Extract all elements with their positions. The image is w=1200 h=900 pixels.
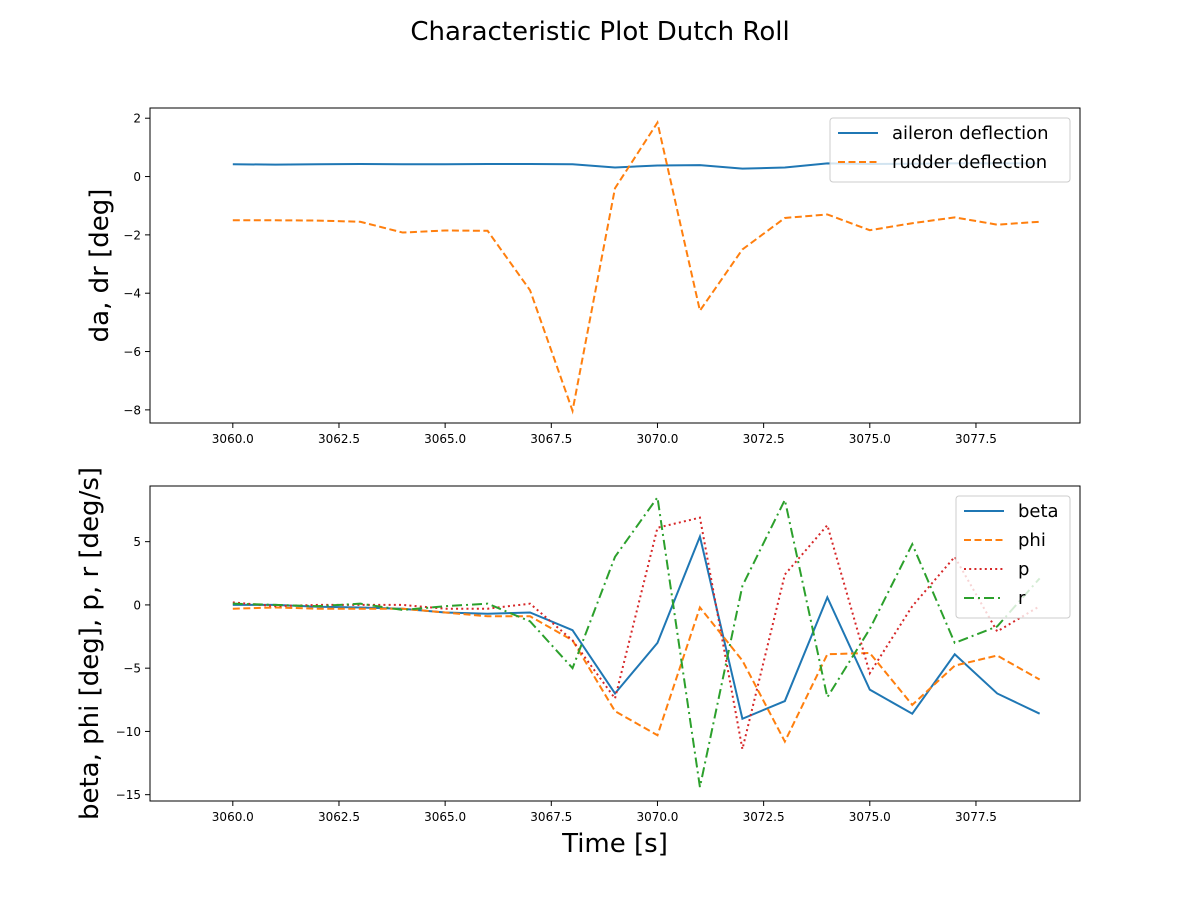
top-legend-label: aileron deflection [892, 123, 1049, 144]
bottom-y-tick-label: 0 [133, 598, 141, 612]
top-y-tick-label: 0 [133, 170, 141, 184]
bottom-y-tick-label: −10 [116, 725, 141, 739]
bottom-axes-frame [149, 485, 1081, 802]
bottom-series-group [232, 494, 1041, 788]
top-x-tick-label: 3060.0 [212, 432, 254, 446]
bottom-legend: beta phi pr [955, 495, 1071, 619]
top-y-tick-label: −2 [123, 228, 141, 242]
top-legend: aileron deflection rudder deflection [829, 117, 1071, 183]
bottom-x-tick-label: 3077.5 [955, 810, 997, 824]
top-y-tick-label: −8 [123, 403, 141, 417]
bottom-x-tick-label: 3060.0 [212, 810, 254, 824]
bottom-y-tick-label: −15 [116, 788, 141, 802]
top-legend-label: rudder deflection [892, 152, 1047, 173]
top-y-tick-label: −6 [123, 345, 141, 359]
top-axes-frame [149, 107, 1081, 424]
bottom-x-axis-label: Time [s] [561, 829, 668, 859]
bottom-legend-label: p [1018, 559, 1029, 580]
bottom-x-tick-label: 3062.5 [318, 810, 360, 824]
bottom-x-tick-label: 3067.5 [530, 810, 572, 824]
top-x-tick-label: 3070.0 [636, 432, 678, 446]
bottom-chart-panel: 3060.0 3062.5 3065.0 3067.5 3070.0 3072.5 3075… [75, 467, 1081, 859]
figure-title: Characteristic Plot Dutch Roll [410, 17, 789, 47]
bottom-legend-box [955, 495, 1071, 619]
bottom-y-tick-label: −5 [123, 662, 141, 676]
top-y-tick-label: 2 [133, 112, 141, 126]
bottom-x-tick-label: 3065.0 [424, 810, 466, 824]
top-x-tick-label: 3067.5 [530, 432, 572, 446]
top-x-tick-label: 3062.5 [318, 432, 360, 446]
bottom-series-phi-line [232, 605, 1041, 744]
bottom-x-tick-label: 3072.5 [743, 810, 785, 824]
bottom-y-axis-label: beta, phi [deg], p, r [deg/s] [75, 467, 105, 820]
top-x-tick-label: 3065.0 [424, 432, 466, 446]
top-x-tick-label: 3075.0 [849, 432, 891, 446]
top-legend-box [829, 117, 1071, 183]
bottom-legend-label: r [1018, 588, 1026, 609]
top-y-axis-label: da, dr [deg] [85, 189, 115, 343]
top-y-tick-label: −4 [123, 287, 141, 301]
top-x-tick-label: 3077.5 [955, 432, 997, 446]
bottom-legend-label: phi [1018, 530, 1046, 551]
bottom-series-beta-line [232, 533, 1041, 721]
bottom-x-tick-label: 3075.0 [849, 810, 891, 824]
bottom-x-tick-label: 3070.0 [636, 810, 678, 824]
bottom-legend-label: beta [1018, 501, 1059, 522]
top-chart-panel: 3060.0 3062.5 3065.0 3067.5 3070.0 3072.5 3075… [85, 107, 1081, 446]
bottom-y-tick-label: 5 [133, 535, 141, 549]
top-x-tick-label: 3072.5 [743, 432, 785, 446]
bottom-series-r-line [232, 494, 1041, 788]
